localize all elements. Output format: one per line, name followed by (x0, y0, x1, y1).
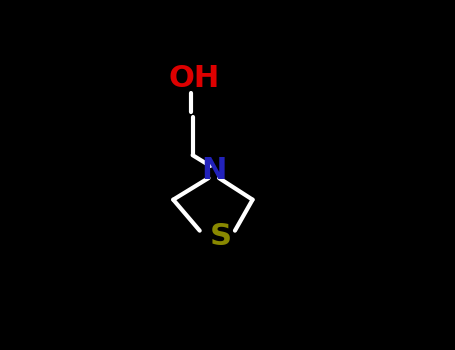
Text: S: S (210, 222, 232, 251)
Text: OH: OH (169, 64, 220, 93)
Text: N: N (201, 155, 227, 184)
